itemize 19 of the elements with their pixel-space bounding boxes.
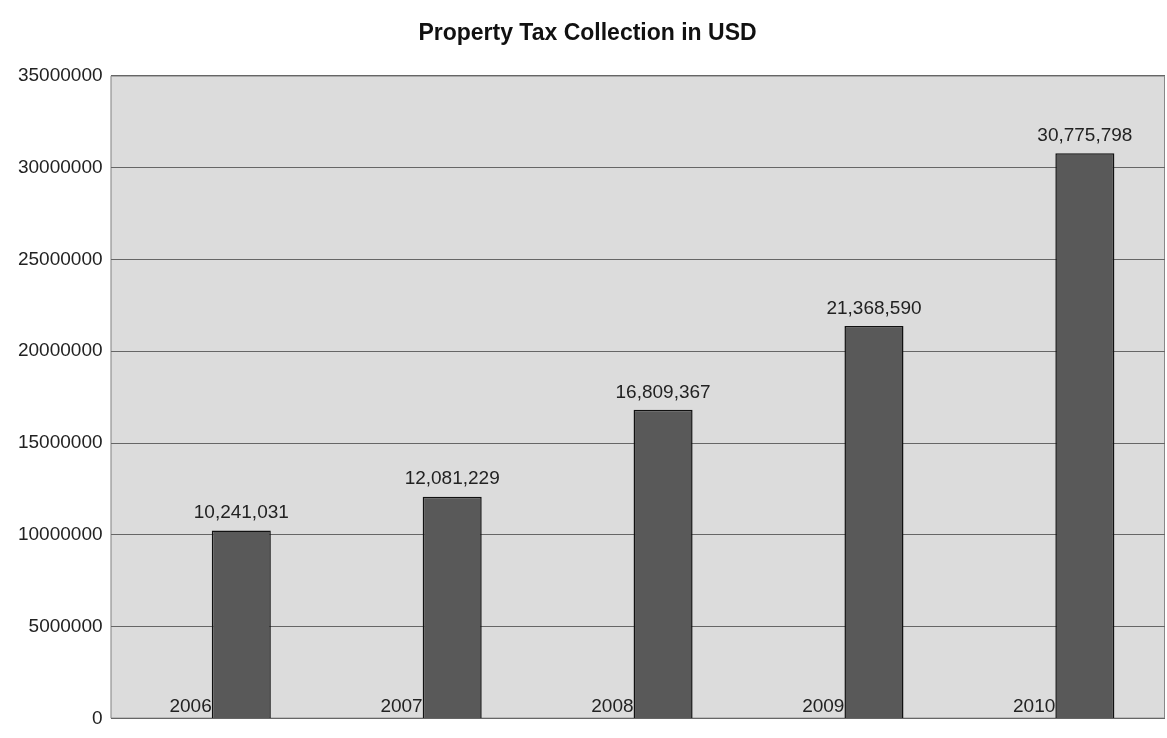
data-label: 10,241,031 (193, 501, 289, 523)
y-tick-label: 10000000 (17, 523, 103, 545)
x-tick-label: 2009 (802, 695, 845, 717)
y-tick-label: 35000000 (17, 63, 103, 85)
y-tick-label: 30000000 (17, 155, 103, 177)
y-tick-label: 15000000 (17, 431, 103, 453)
y-tick-label: 0 (91, 706, 103, 728)
data-label: 16,809,367 (615, 380, 711, 402)
chart-title: Property Tax Collection in USD (418, 19, 757, 46)
y-tick-label: 5000000 (28, 614, 103, 636)
y-tick-label: 20000000 (17, 339, 103, 361)
y-tick-label: 25000000 (17, 247, 103, 269)
x-tick-label: 2007 (380, 695, 423, 717)
x-tick-label: 2008 (591, 695, 634, 717)
data-label: 12,081,229 (404, 467, 500, 489)
data-label: 30,775,798 (1037, 123, 1133, 145)
x-tick-label: 2006 (169, 695, 212, 717)
data-label: 21,368,590 (826, 296, 922, 318)
x-tick-label: 2010 (1013, 695, 1056, 717)
